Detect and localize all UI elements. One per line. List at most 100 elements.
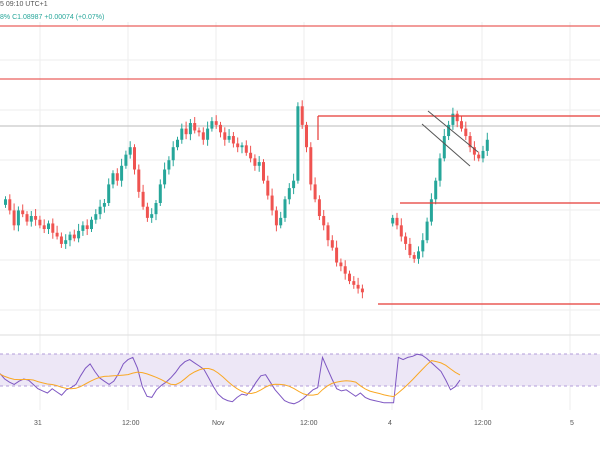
candle-body <box>313 184 317 200</box>
candle-body <box>434 180 438 200</box>
candle-body <box>270 195 274 211</box>
candle-body <box>360 288 364 293</box>
candle-body <box>283 199 287 218</box>
candle-body <box>279 217 283 226</box>
candle-body <box>287 188 291 200</box>
candle-body <box>391 217 395 224</box>
candle-body <box>206 128 210 140</box>
candle-body <box>343 266 347 274</box>
candle-body <box>64 240 68 244</box>
candle-body <box>477 154 481 159</box>
candle-body <box>210 121 214 129</box>
candle-body <box>59 236 63 244</box>
candle-body <box>253 158 257 166</box>
candle-body <box>348 273 351 282</box>
candle-body <box>72 234 76 239</box>
candle-body <box>240 145 244 148</box>
candle-body <box>47 223 50 230</box>
candle-body <box>330 240 334 248</box>
candle-body <box>412 255 416 259</box>
candle-body <box>167 160 171 170</box>
candle-body <box>94 214 98 220</box>
candle-body <box>335 247 339 263</box>
header-close: C1.08987 <box>12 14 43 21</box>
rsi-band <box>0 354 600 386</box>
candle-body <box>188 123 192 135</box>
candle-body <box>176 139 179 148</box>
candle-body <box>124 154 128 166</box>
candle-body <box>227 136 231 140</box>
candle-body <box>4 199 7 205</box>
candle-body <box>429 199 433 222</box>
rsi-signal-line <box>0 360 461 398</box>
candle-body <box>90 219 93 230</box>
candle-body <box>455 113 459 122</box>
candle-body <box>300 106 304 125</box>
candle-body <box>150 214 154 218</box>
candle-body <box>219 124 222 133</box>
candle-body <box>468 136 472 148</box>
candle-body <box>25 214 29 222</box>
symbol-header: 5 09:10 UTC+1 8% C1.08987 +0.00074 (+0.0… <box>0 0 600 22</box>
candle-body <box>249 152 253 159</box>
time-axis-label: 5 <box>570 420 574 427</box>
header-ohlc: 8% C1.08987 +0.00074 (+0.07%) <box>0 14 104 21</box>
header-change: +0.00074 (+0.07%) <box>44 14 105 21</box>
candle-body <box>21 210 25 215</box>
time-axis-label: 31 <box>34 420 42 427</box>
candle-body <box>107 184 111 203</box>
time-axis-label: Nov <box>212 420 225 427</box>
candle-body <box>77 230 81 239</box>
candle-body <box>8 199 12 211</box>
candle-body <box>442 136 446 159</box>
candle-body <box>257 162 261 166</box>
candle-body <box>326 225 330 241</box>
header-time: 5 09:10 UTC+1 <box>0 1 48 8</box>
candle-body <box>115 173 119 181</box>
candle-body <box>322 216 326 226</box>
candle-body <box>34 216 38 220</box>
candle-body <box>244 145 248 153</box>
candle-body <box>137 169 141 192</box>
candle-body <box>352 281 356 285</box>
candle-body <box>29 216 33 222</box>
candle-body <box>236 143 240 148</box>
candle-body <box>51 223 55 233</box>
candle-body <box>141 191 145 207</box>
time-axis-label: 12:00 <box>122 420 140 427</box>
time-axis-label: 4 <box>388 420 392 427</box>
candle-body <box>417 251 420 259</box>
candle-body <box>180 128 184 140</box>
candle-body <box>481 150 485 159</box>
candle-body <box>55 232 59 237</box>
candle-body <box>184 128 188 135</box>
candle-body <box>85 225 89 230</box>
candle-body <box>421 240 425 252</box>
candle-body <box>201 132 205 140</box>
candle-body <box>447 124 451 137</box>
candle-body <box>356 284 360 289</box>
time-axis-label: 12:00 <box>300 420 318 427</box>
candle-body <box>472 147 476 155</box>
candle-body <box>197 130 201 133</box>
candle-body <box>425 221 429 241</box>
channel-lower <box>421 123 471 167</box>
candle-body <box>231 136 235 144</box>
candle-body <box>395 217 399 226</box>
channel-upper <box>427 110 479 153</box>
candle-body <box>120 165 124 181</box>
rsi-line <box>0 353 461 405</box>
candle-body <box>339 262 343 267</box>
candle-body <box>128 147 132 155</box>
candle-body <box>214 121 218 125</box>
candle-body <box>460 121 463 129</box>
candle-body <box>98 206 102 215</box>
candle-body <box>317 199 321 217</box>
candle-body <box>408 243 412 256</box>
candle-body <box>102 203 106 207</box>
time-axis-label: 12:00 <box>474 420 492 427</box>
candle-body <box>266 180 270 196</box>
candle-body <box>309 147 313 185</box>
candle-body <box>296 106 300 181</box>
